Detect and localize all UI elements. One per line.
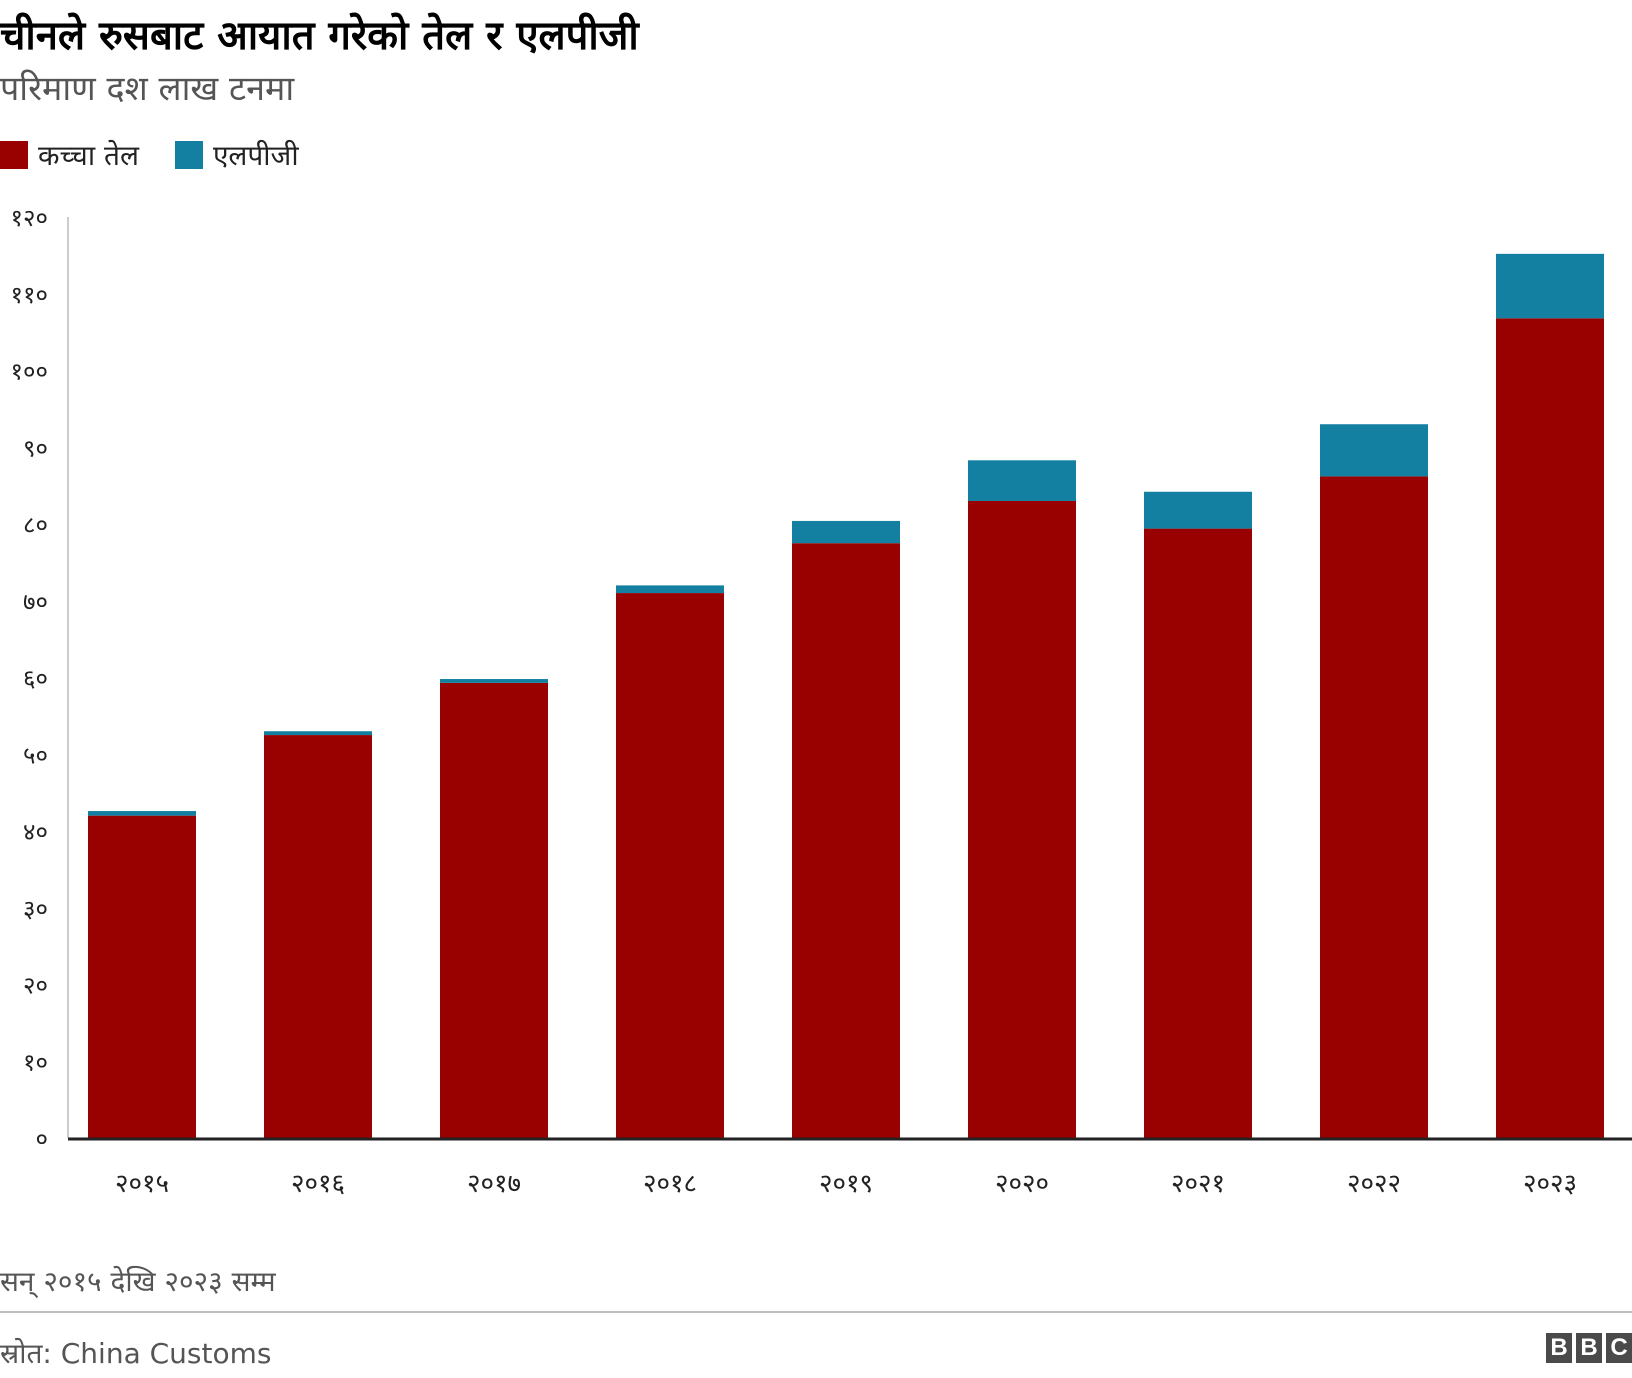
bar-lpg	[264, 731, 372, 736]
y-tick-label: ६०	[23, 665, 48, 693]
bar-lpg	[1144, 491, 1252, 529]
y-tick-label: ९०	[23, 434, 48, 462]
bar-crude-oil	[1320, 476, 1428, 1138]
y-tick-label: ७०	[23, 588, 48, 616]
x-tick-label: २०१८	[643, 1169, 697, 1199]
y-tick-label: ४०	[23, 818, 48, 846]
bbc-logo-letter: B	[1576, 1333, 1602, 1363]
footer-divider	[0, 1311, 1632, 1313]
x-tick-label: २०२३	[1523, 1169, 1577, 1199]
bar-crude-oil	[264, 735, 372, 1138]
chart-note: सन् २०१५ देखि २०२३ सम्म	[0, 1265, 276, 1298]
x-tick-label: २०१९	[819, 1169, 873, 1199]
y-tick-label: ३०	[23, 895, 48, 923]
legend-label-lpg: एलपीजी	[212, 139, 299, 172]
source-text: स्रोत: China Customs	[0, 1337, 272, 1370]
x-tick-label: २०१६	[291, 1169, 345, 1199]
bar-crude-oil	[1496, 318, 1604, 1138]
legend-item-lpg: एलपीजी	[174, 136, 299, 174]
bar-crude-oil	[1144, 528, 1252, 1138]
y-tick-label: ११०	[11, 281, 48, 309]
bar-lpg	[1320, 424, 1428, 477]
x-tick-label: २०२१	[1171, 1169, 1225, 1199]
bar-crude-oil	[440, 682, 548, 1138]
y-tick-label: १००	[11, 358, 48, 386]
legend-swatch-lpg	[174, 141, 203, 169]
chart-subtitle: परिमाण दश लाख टनमा	[0, 69, 295, 109]
bar-lpg	[88, 811, 196, 816]
bar-lpg	[792, 520, 900, 544]
bars	[88, 253, 1604, 1139]
bar-lpg	[968, 460, 1076, 501]
bar-crude-oil	[968, 500, 1076, 1139]
bar-lpg	[616, 585, 724, 594]
legend-label-crude-oil: कच्चा तेल	[38, 139, 139, 172]
y-tick-label: १२०	[11, 204, 48, 232]
bar-crude-oil	[792, 543, 900, 1138]
bbc-logo-letter: C	[1606, 1333, 1632, 1363]
bar-lpg	[440, 679, 548, 683]
x-tick-label: २०२२	[1347, 1169, 1401, 1199]
y-tick-label: ८०	[23, 511, 48, 539]
x-tick-label: २०२०	[995, 1169, 1049, 1199]
bbc-logo: B B C	[1546, 1333, 1632, 1363]
x-tick-label: २०१७	[467, 1169, 521, 1199]
bar-crude-oil	[88, 815, 196, 1138]
y-tick-label: ५०	[23, 741, 48, 769]
y-tick-label: १०	[23, 1048, 48, 1076]
bar-lpg	[1496, 253, 1604, 319]
legend: कच्चा तेल एलपीजी	[0, 136, 335, 174]
y-tick-label: २०	[23, 972, 48, 1000]
y-axis-ticks: ० १० २० ३० ४० ५० ६० ७० ८० ९० १०० ११० १२०	[11, 204, 48, 1153]
y-tick-label: ०	[36, 1125, 48, 1153]
bbc-logo-letter: B	[1546, 1333, 1572, 1363]
legend-item-crude-oil: कच्चा तेल	[0, 136, 139, 174]
legend-swatch-crude-oil	[0, 141, 28, 169]
bar-crude-oil	[616, 593, 724, 1138]
x-tick-label: २०१५	[115, 1169, 169, 1199]
chart-title: चीनले रुसबाट आयात गरेको तेल र एलपीजी	[0, 13, 639, 59]
x-axis-ticks: २०१५ २०१६ २०१७ २०१८ २०१९ २०२० २०२१ २०२२ २०२३	[115, 1169, 1577, 1199]
